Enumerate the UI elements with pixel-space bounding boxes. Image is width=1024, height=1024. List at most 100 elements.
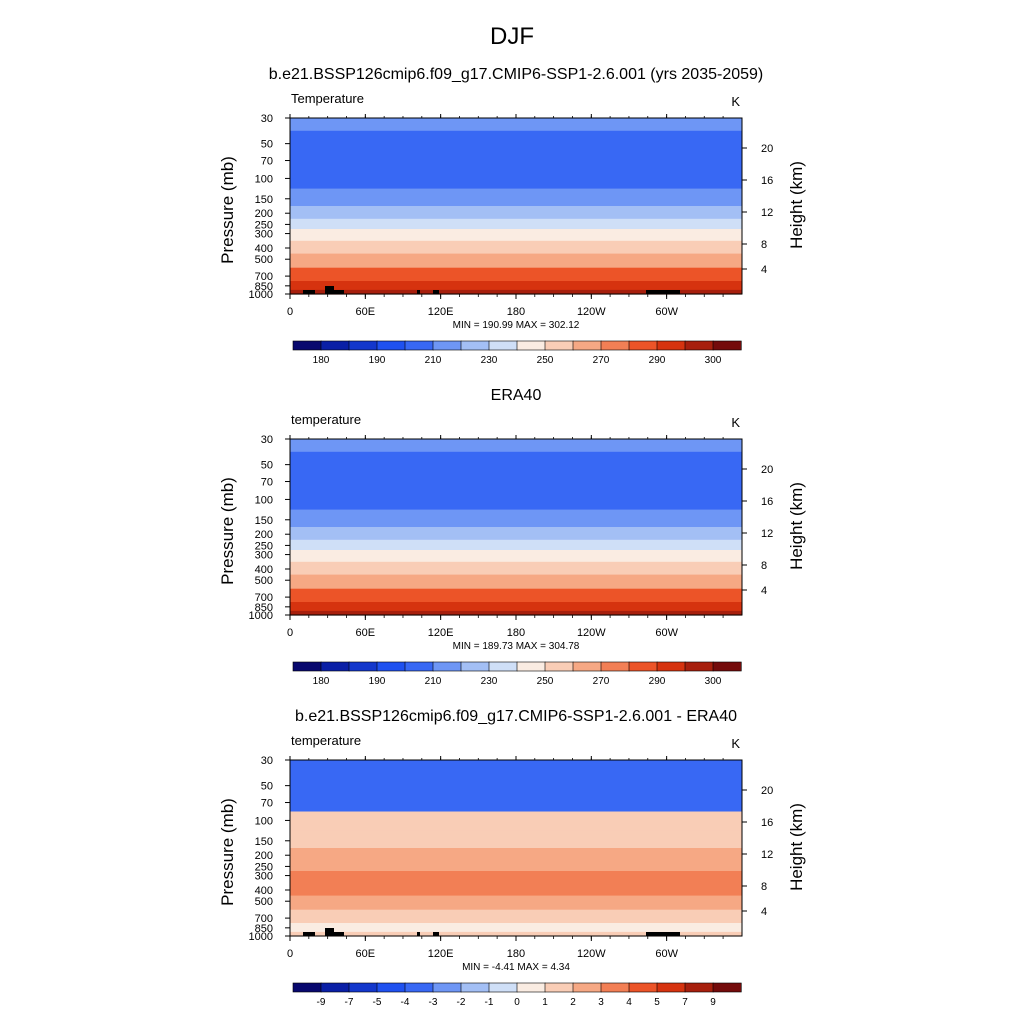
colorbar-label: 190 (369, 355, 386, 366)
panel-units: K (731, 94, 740, 109)
colorbar-box (488, 982, 518, 993)
colorbar-label: 190 (369, 676, 386, 687)
contour-band (290, 152, 742, 171)
colorbar-label: 250 (537, 676, 554, 687)
right-tick-label: 4 (761, 906, 767, 918)
right-tick-label: 20 (761, 464, 773, 476)
right-tick-label: 16 (761, 175, 773, 187)
contour-band (290, 206, 742, 220)
x-tick-label: 180 (507, 306, 525, 318)
colorbar-box (516, 982, 546, 993)
y-tick-label: 850 (255, 602, 273, 614)
colorbar-label: 270 (593, 355, 610, 366)
contour-band (290, 588, 742, 603)
contour-band (290, 229, 742, 242)
y-tick-label: 250 (255, 219, 273, 231)
colorbar-label: 210 (425, 676, 442, 687)
y-tick-label: 70 (261, 798, 273, 810)
contour-band (290, 550, 742, 563)
colorbar-box (684, 982, 714, 993)
y-tick-label: 1000 (249, 931, 273, 943)
colorbar-label: 300 (705, 676, 722, 687)
x-tick-label: 180 (507, 627, 525, 639)
contour-band (290, 760, 742, 774)
colorbar-label: -9 (317, 997, 326, 1008)
panel-left-string: temperature (291, 412, 361, 427)
y-axis-label: Pressure (mb) (218, 477, 237, 585)
contour-band (290, 794, 742, 813)
colorbar-box (488, 340, 518, 351)
x-tick-label: 120W (577, 306, 606, 318)
contour-band (290, 240, 742, 255)
y-tick-label: 500 (255, 575, 273, 587)
colorbar-box (572, 340, 602, 351)
y-tick-label: 50 (261, 460, 273, 472)
colorbar-box (656, 340, 686, 351)
right-tick-label: 20 (761, 143, 773, 155)
colorbar-box (656, 661, 686, 672)
colorbar-box (684, 661, 714, 672)
right-axis-label: Height (km) (787, 482, 806, 570)
topography-mask (303, 932, 315, 936)
colorbar-label: 230 (481, 355, 498, 366)
x-tick-label: 0 (287, 948, 293, 960)
colorbar-box (432, 340, 462, 351)
contour-band (290, 281, 742, 291)
contour-band (290, 811, 742, 832)
contour-band (290, 909, 742, 924)
colorbar-box (628, 340, 658, 351)
colorbar-box (292, 661, 322, 672)
x-tick-label: 180 (507, 948, 525, 960)
y-tick-label: 400 (255, 564, 273, 576)
colorbar-box (544, 982, 574, 993)
colorbar-label: -5 (373, 997, 382, 1008)
stats-text: MIN = 190.99 MAX = 302.12 (453, 320, 580, 331)
colorbar-box (376, 982, 406, 993)
y-tick-label: 30 (261, 755, 273, 767)
colorbar-label: 5 (654, 997, 660, 1008)
colorbar-box (516, 661, 546, 672)
right-tick-label: 8 (761, 560, 767, 572)
colorbar-box (320, 661, 350, 672)
contour-band (290, 253, 742, 269)
colorbar-box (572, 661, 602, 672)
y-tick-label: 400 (255, 243, 273, 255)
right-tick-label: 4 (761, 264, 767, 276)
y-tick-label: 150 (255, 194, 273, 206)
topography-mask (325, 928, 334, 936)
contour-band (290, 539, 742, 551)
y-tick-label: 50 (261, 139, 273, 151)
y-tick-label: 100 (255, 173, 273, 185)
contour-band (290, 118, 742, 132)
colorbar-box (460, 340, 490, 351)
topography-mask (646, 290, 680, 294)
panel-left-string: Temperature (291, 91, 364, 106)
colorbar-box (460, 982, 490, 993)
topography-mask (433, 932, 439, 936)
colorbar-label: 250 (537, 355, 554, 366)
panel-title: ERA40 (491, 387, 542, 404)
y-tick-label: 500 (255, 254, 273, 266)
colorbar-label: 3 (598, 997, 604, 1008)
right-axis-label: Height (km) (787, 161, 806, 249)
y-tick-label: 150 (255, 515, 273, 527)
y-tick-label: 50 (261, 781, 273, 793)
colorbar-box (404, 340, 434, 351)
y-tick-label: 700 (255, 592, 273, 604)
contour-band (290, 218, 742, 230)
colorbar-box (376, 340, 406, 351)
y-tick-label: 200 (255, 208, 273, 220)
topography-mask (303, 290, 315, 294)
x-tick-label: 60W (655, 948, 678, 960)
colorbar-label: 230 (481, 676, 498, 687)
contour-band (290, 451, 742, 474)
y-tick-label: 200 (255, 850, 273, 862)
colorbar-box (460, 661, 490, 672)
x-tick-label: 0 (287, 306, 293, 318)
y-tick-label: 70 (261, 477, 273, 489)
colorbar-box (544, 661, 574, 672)
colorbar-label: 210 (425, 355, 442, 366)
colorbar-label: 180 (313, 676, 330, 687)
colorbar-box (432, 661, 462, 672)
panel-units: K (731, 736, 740, 751)
